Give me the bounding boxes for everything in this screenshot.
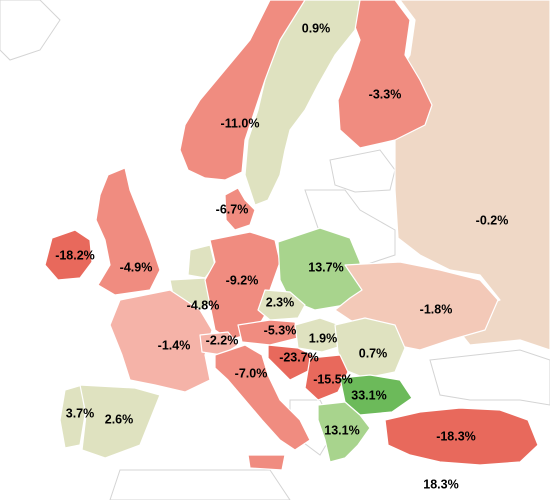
label-portugal: 3.7%	[66, 406, 95, 420]
label-poland: 13.7%	[308, 260, 343, 274]
label-bulgaria: 33.1%	[351, 388, 386, 402]
region-greece[interactable]	[317, 401, 371, 463]
label-germany: -9.2%	[226, 273, 259, 287]
label-austria: -5.3%	[264, 323, 297, 337]
label-france: -1.4%	[158, 338, 191, 352]
label-spain: 2.6%	[105, 412, 134, 426]
label-norway: -11.0%	[221, 116, 260, 130]
region-ireland[interactable]	[44, 229, 93, 281]
label-sweden: 0.9%	[302, 21, 331, 35]
region-uk[interactable]	[95, 167, 161, 296]
region-croatia[interactable]	[267, 344, 319, 381]
countries	[44, 0, 550, 471]
region-czechia[interactable]	[257, 289, 306, 321]
label-hungary: 1.9%	[309, 331, 338, 345]
label-romania: 0.7%	[359, 346, 388, 360]
label-serbia: -15.5%	[313, 372, 353, 386]
region-serbia[interactable]	[304, 354, 349, 401]
north-africa-shape	[109, 469, 291, 500]
region-france[interactable]	[109, 289, 213, 393]
baltics-shape	[329, 149, 396, 193]
label-italy: -7.0%	[235, 366, 268, 380]
label-denmark: -6.7%	[216, 202, 249, 216]
label-cyprus: 18.3%	[423, 477, 458, 491]
label-switzerland: -2.2%	[206, 333, 239, 347]
label-belgium: -4.8%	[187, 298, 220, 312]
label-croatia: -23.7%	[279, 350, 319, 364]
label-finland: -3.3%	[369, 87, 402, 101]
region-norway[interactable]	[179, 0, 306, 181]
region-spain[interactable]	[79, 384, 161, 459]
region-denmark[interactable]	[224, 187, 256, 231]
region-finland[interactable]	[337, 0, 433, 149]
label-greece: 13.1%	[324, 423, 359, 437]
caucasus-shape	[429, 349, 550, 406]
label-ireland: -18.2%	[55, 248, 95, 262]
value-labels: 0.9% -3.3% -11.0% -0.2% -6.7% -18.2% -4.…	[55, 21, 508, 491]
label-russia: -0.2%	[476, 213, 509, 227]
region-italy[interactable]	[214, 344, 311, 471]
label-ukraine: -1.8%	[420, 302, 453, 316]
region-sweden[interactable]	[244, 0, 361, 206]
label-turkey: -18.3%	[436, 429, 476, 443]
iceland-region-shape	[0, 0, 61, 61]
label-czechia: 2.3%	[266, 295, 295, 309]
label-uk: -4.9%	[120, 260, 153, 274]
region-turkey[interactable]	[384, 407, 539, 466]
